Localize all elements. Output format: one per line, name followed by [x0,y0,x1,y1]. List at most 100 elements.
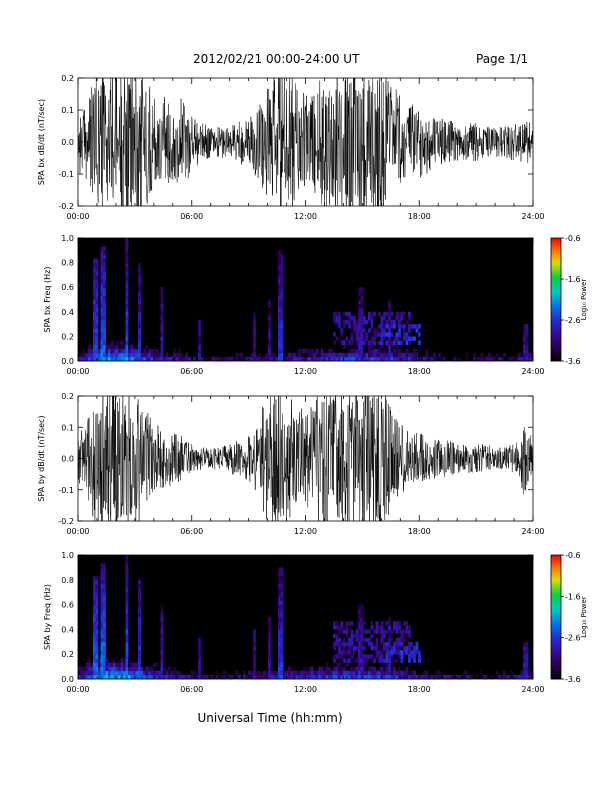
heatmap-cell [523,641,526,647]
heatmap-cell [340,674,344,680]
heatmap-cell [338,645,341,651]
heatmap-cell [398,629,401,634]
heatmap-cell [405,320,409,325]
heatmap-cell [88,670,91,676]
heatmap-cell [398,674,401,680]
heatmap-cell [290,356,294,362]
heatmap-cell [160,666,164,672]
heatmap-cell [393,670,396,676]
heatmap-cell [160,654,164,659]
heatmap-cell [380,629,384,634]
heatmap-cell [220,674,224,680]
heatmap-cell [100,315,104,321]
heatmap-cell [383,336,386,341]
heatmap-cell [93,340,96,345]
heatmap-cell [280,254,284,259]
heatmap-cell [175,670,179,676]
heatmap-cell [378,625,381,630]
heatmap-cell [250,352,254,358]
heatmap-cell [243,670,246,676]
x-tick-label: 24:00 [521,527,544,536]
heatmap-cell [138,629,141,634]
colorbar-segment [551,238,561,241]
heatmap-cell [373,332,376,337]
heatmap-cell [360,328,364,333]
colorbar-segment [551,305,561,309]
heatmap-cell [280,637,284,643]
heatmap-cell [418,340,421,345]
heatmap-cell [123,348,126,354]
heatmap-cell [290,352,294,358]
heatmap-cell [95,621,99,626]
heatmap-cell [428,674,431,680]
heatmap-cell [103,650,106,655]
heatmap-cell [160,303,164,309]
heatmap-cell [198,340,201,345]
heatmap-cell [160,340,164,345]
heatmap-cell [338,629,341,634]
heatmap-cell [138,324,141,329]
heatmap-cell [458,356,461,362]
spectrogram-floor [78,238,533,361]
heatmap-cell [525,328,529,333]
heatmap-cell [133,348,136,354]
heatmap-cell [88,662,91,667]
heatmap-cell [280,328,284,333]
heatmap-cell [505,674,509,680]
heatmap-cell [160,320,164,325]
heatmap-cell [128,674,131,680]
heatmap-cell [105,658,109,663]
heatmap-cell [358,348,361,354]
heatmap-cell [398,324,401,329]
heatmap-cell [173,670,176,676]
heatmap-cell [385,658,389,663]
heatmap-cell [268,315,271,321]
heatmap-cell [305,674,309,680]
heatmap-cell [103,592,106,597]
heatmap-cell [345,658,349,663]
heatmap-cell [100,307,104,313]
heatmap-cell [368,641,371,647]
heatmap-cell [93,596,96,601]
heatmap-cell [385,670,389,676]
heatmap-cell [93,287,96,292]
colorbar-segment [551,324,561,327]
heatmap-cell [100,344,104,350]
heatmap-cell [150,356,154,362]
colorbar-segment [551,276,561,280]
heatmap-cell [315,674,319,680]
heatmap-cell [523,324,526,329]
heatmap-cell [138,270,141,276]
heatmap-cell [353,356,356,362]
heatmap-cell [378,666,381,672]
heatmap-cell [405,340,409,345]
heatmap-cell [333,666,336,672]
heatmap-cell [400,340,404,345]
colorbar-segment [551,332,561,335]
heatmap-cell [333,340,336,345]
heatmap-cell [93,645,96,651]
heatmap-cell [350,332,354,337]
heatmap-cell [268,348,271,354]
heatmap-cell [345,633,349,639]
heatmap-cell [95,592,99,597]
heatmap-cell [523,654,526,659]
heatmap-cell [278,641,281,647]
colorbar-segment [551,569,561,572]
heatmap-cell [488,352,491,358]
colorbar-segment [551,299,561,302]
heatmap-cell [268,328,271,333]
heatmap-cell [380,666,384,672]
colorbar-segment [551,291,561,294]
heatmap-cell [125,670,129,676]
heatmap-cell [280,258,284,263]
heatmap-cell [268,299,271,304]
heatmap-cell [528,670,531,676]
heatmap-cell [175,356,179,362]
heatmap-cell [390,332,394,337]
heatmap-cell [213,356,216,362]
colorbar-segment [551,598,561,601]
heatmap-cell [138,320,141,325]
heatmap-cell [100,299,104,304]
heatmap-cell [333,654,336,659]
